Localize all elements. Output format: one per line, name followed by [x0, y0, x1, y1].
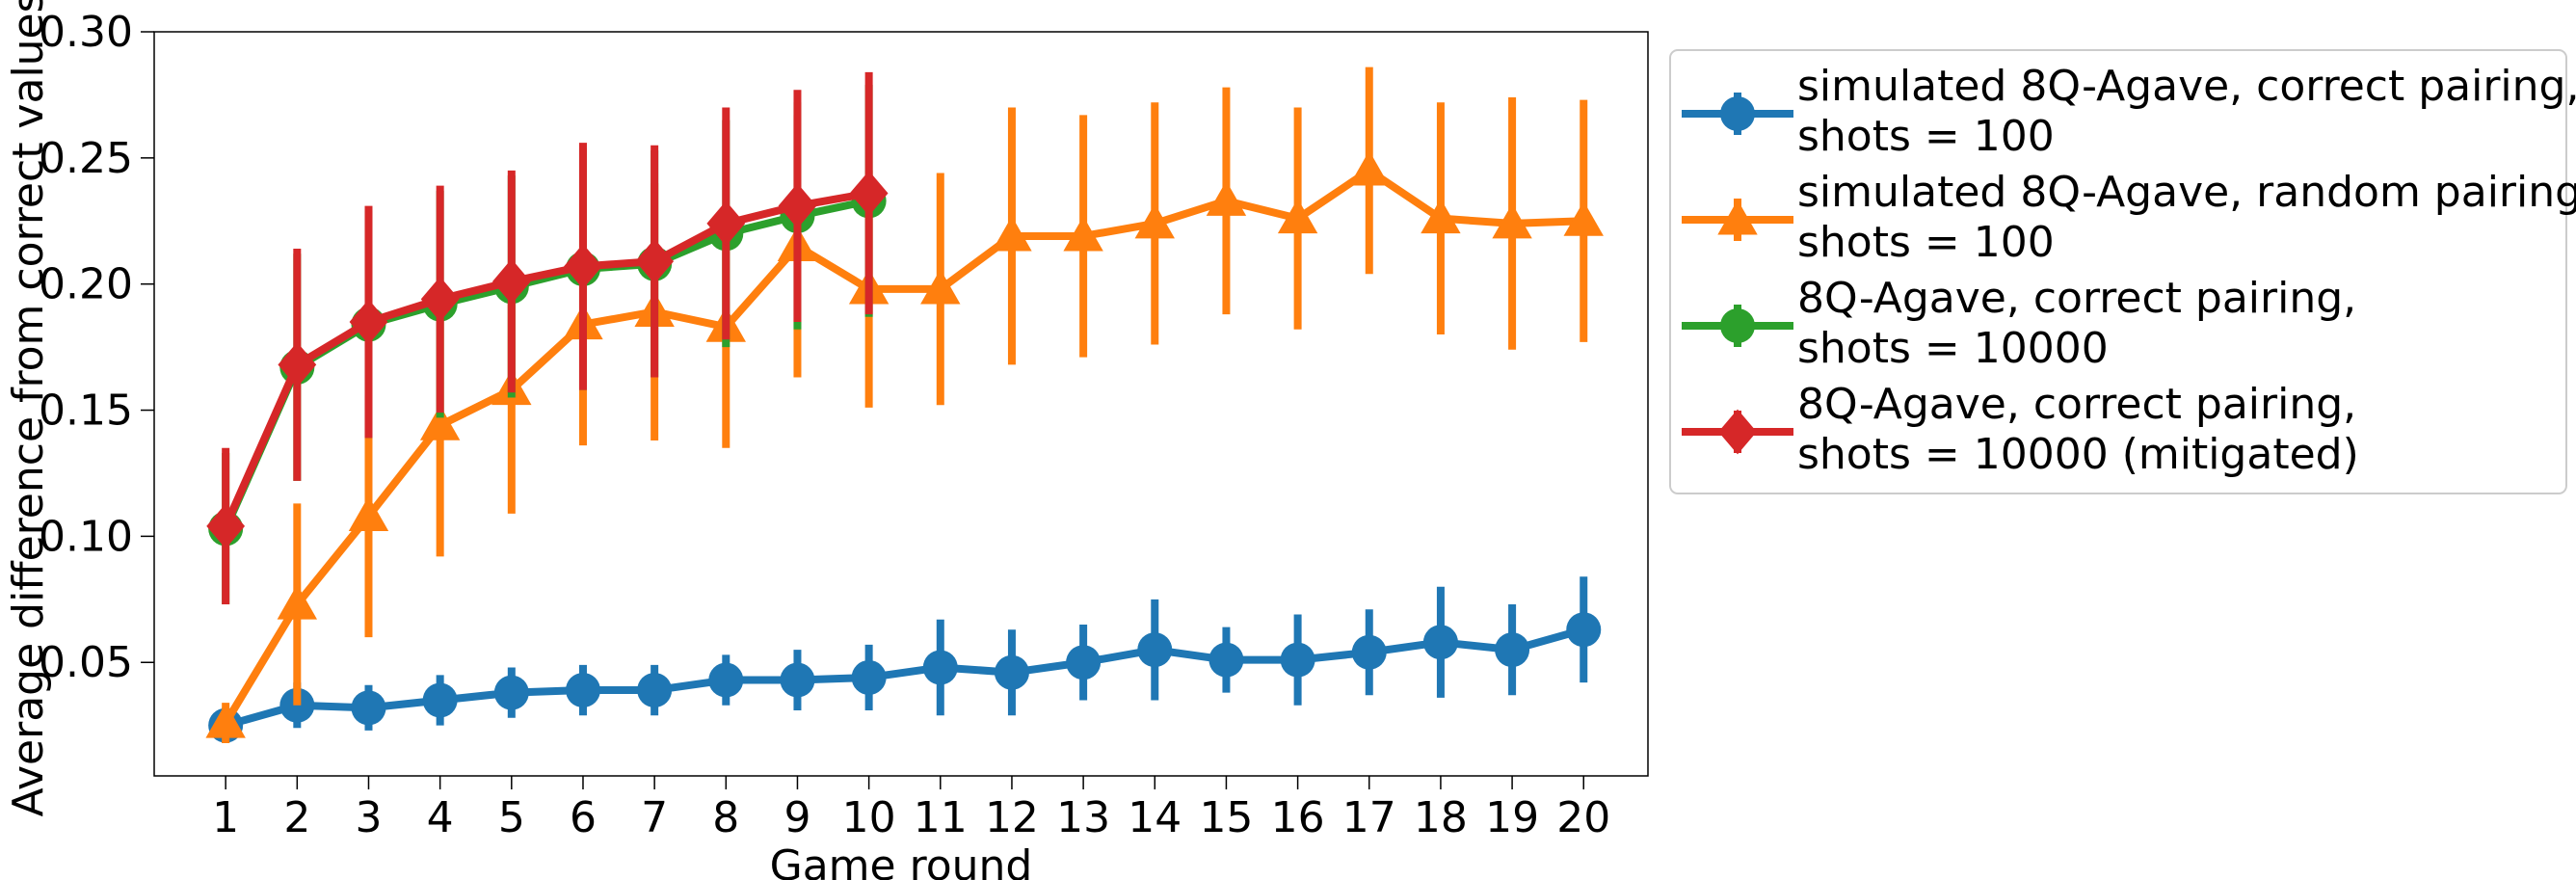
- x-tick-label: 15: [1199, 793, 1253, 842]
- x-tick-label: 8: [712, 793, 739, 842]
- data-point: [849, 171, 889, 216]
- legend-label: 8Q-Agave, correct pairing,: [1797, 380, 2356, 429]
- x-tick-label: 4: [427, 793, 454, 842]
- legend-entry-4: 8Q-Agave, correct pairing,shots = 10000 …: [1682, 380, 2359, 479]
- legend-label: shots = 10000 (mitigated): [1797, 430, 2359, 479]
- legend-label: simulated 8Q-Agave, correct pairing,: [1797, 62, 2576, 111]
- data-point: [920, 269, 961, 305]
- legend-label: 8Q-Agave, correct pairing,: [1797, 274, 2356, 323]
- data-point: [780, 662, 815, 698]
- data-point: [1349, 150, 1390, 186]
- data-point: [278, 342, 317, 387]
- data-point: [349, 299, 388, 345]
- data-point: [922, 650, 958, 685]
- data-point: [422, 682, 458, 718]
- data-point: [491, 258, 531, 305]
- legend-label: shots = 100: [1797, 112, 2055, 161]
- data-point: [851, 659, 887, 695]
- legend-label: shots = 100: [1797, 218, 2055, 267]
- data-point: [564, 243, 602, 289]
- data-point: [1063, 216, 1103, 252]
- data-point: [992, 216, 1032, 252]
- x-tick-label: 20: [1556, 793, 1610, 842]
- legend-entry-2: simulated 8Q-Agave, random pairing,shots…: [1682, 168, 2576, 267]
- data-point: [1277, 198, 1318, 234]
- data-point: [1208, 642, 1244, 678]
- data-point: [1421, 198, 1461, 234]
- data-point: [637, 673, 673, 708]
- legend-label: shots = 10000: [1797, 324, 2109, 373]
- x-tick-label: 6: [570, 793, 597, 842]
- x-tick-label: 16: [1271, 793, 1325, 842]
- data-point: [1492, 203, 1532, 239]
- x-tick-label: 13: [1056, 793, 1110, 842]
- data-point: [1422, 625, 1458, 660]
- axes: 1 2 3 4 5 6 7 8 9 10 11 12 13 14 15 16 17 18 19 200.050.100…: [4, 0, 1649, 880]
- data-point: [706, 200, 746, 247]
- y-tick-label: 0.30: [39, 8, 133, 57]
- data-point: [778, 183, 817, 228]
- y-tick-label: 0.10: [39, 512, 133, 561]
- x-tick-label: 10: [842, 793, 896, 842]
- y-tick-label: 0.15: [39, 387, 133, 436]
- data-point: [1566, 612, 1602, 648]
- data-point: [994, 654, 1029, 690]
- legend-entry-3: 8Q-Agave, correct pairing,shots = 10000: [1682, 274, 2356, 373]
- legend-marker: [1720, 308, 1755, 343]
- data-point: [277, 584, 318, 620]
- series-line: [222, 189, 870, 528]
- x-tick-label: 3: [355, 793, 382, 842]
- series-4: [206, 71, 889, 605]
- legend: simulated 8Q-Agave, correct pairing,shot…: [1669, 49, 2576, 494]
- data-point: [1351, 634, 1387, 670]
- plot-frame: [153, 31, 1649, 777]
- y-tick-label: 0.20: [39, 260, 133, 309]
- data-point: [708, 662, 744, 698]
- legend-label: simulated 8Q-Agave, random pairing,: [1797, 168, 2576, 217]
- x-tick-label: 2: [283, 793, 310, 842]
- legend-marker: [1720, 96, 1755, 131]
- series-line: [222, 197, 870, 531]
- data-point: [348, 495, 389, 531]
- data-point: [1134, 203, 1175, 239]
- data-point: [205, 703, 246, 738]
- legend-marker: [1717, 200, 1758, 235]
- x-tick-label: 5: [498, 793, 525, 842]
- series-1: [208, 576, 1602, 743]
- x-axis-label: Game round: [770, 841, 1033, 880]
- x-tick-label: 1: [212, 793, 239, 842]
- series-2: [205, 67, 1604, 743]
- data-point: [493, 675, 529, 710]
- x-tick-label: 17: [1342, 793, 1396, 842]
- legend-marker: [1718, 409, 1757, 455]
- series-3: [208, 84, 887, 605]
- y-tick-label: 0.05: [39, 638, 133, 687]
- x-tick-label: 19: [1485, 793, 1539, 842]
- x-tick-label: 18: [1414, 793, 1468, 842]
- data-point: [1137, 632, 1173, 668]
- x-tick-label: 12: [985, 793, 1039, 842]
- data-point: [420, 276, 460, 322]
- legend-box: [1669, 49, 2567, 494]
- data-point: [1206, 180, 1247, 216]
- data-point: [1563, 200, 1604, 236]
- data-point: [1066, 645, 1102, 680]
- data-point: [635, 238, 675, 284]
- data-point: [565, 673, 600, 708]
- x-tick-label: 9: [783, 793, 810, 842]
- y-tick-label: 0.25: [39, 134, 133, 183]
- data-point: [1280, 642, 1315, 678]
- x-tick-label: 7: [641, 793, 668, 842]
- x-tick-label: 14: [1128, 793, 1182, 842]
- x-tick-label: 11: [914, 793, 968, 842]
- data-point: [1495, 632, 1530, 668]
- plot-area: [205, 67, 1604, 743]
- y-axis-label: Average difference from correct values: [4, 0, 53, 817]
- legend-entry-1: simulated 8Q-Agave, correct pairing,shot…: [1682, 62, 2576, 161]
- data-point: [419, 405, 461, 440]
- data-point: [206, 503, 246, 549]
- data-point: [351, 690, 386, 726]
